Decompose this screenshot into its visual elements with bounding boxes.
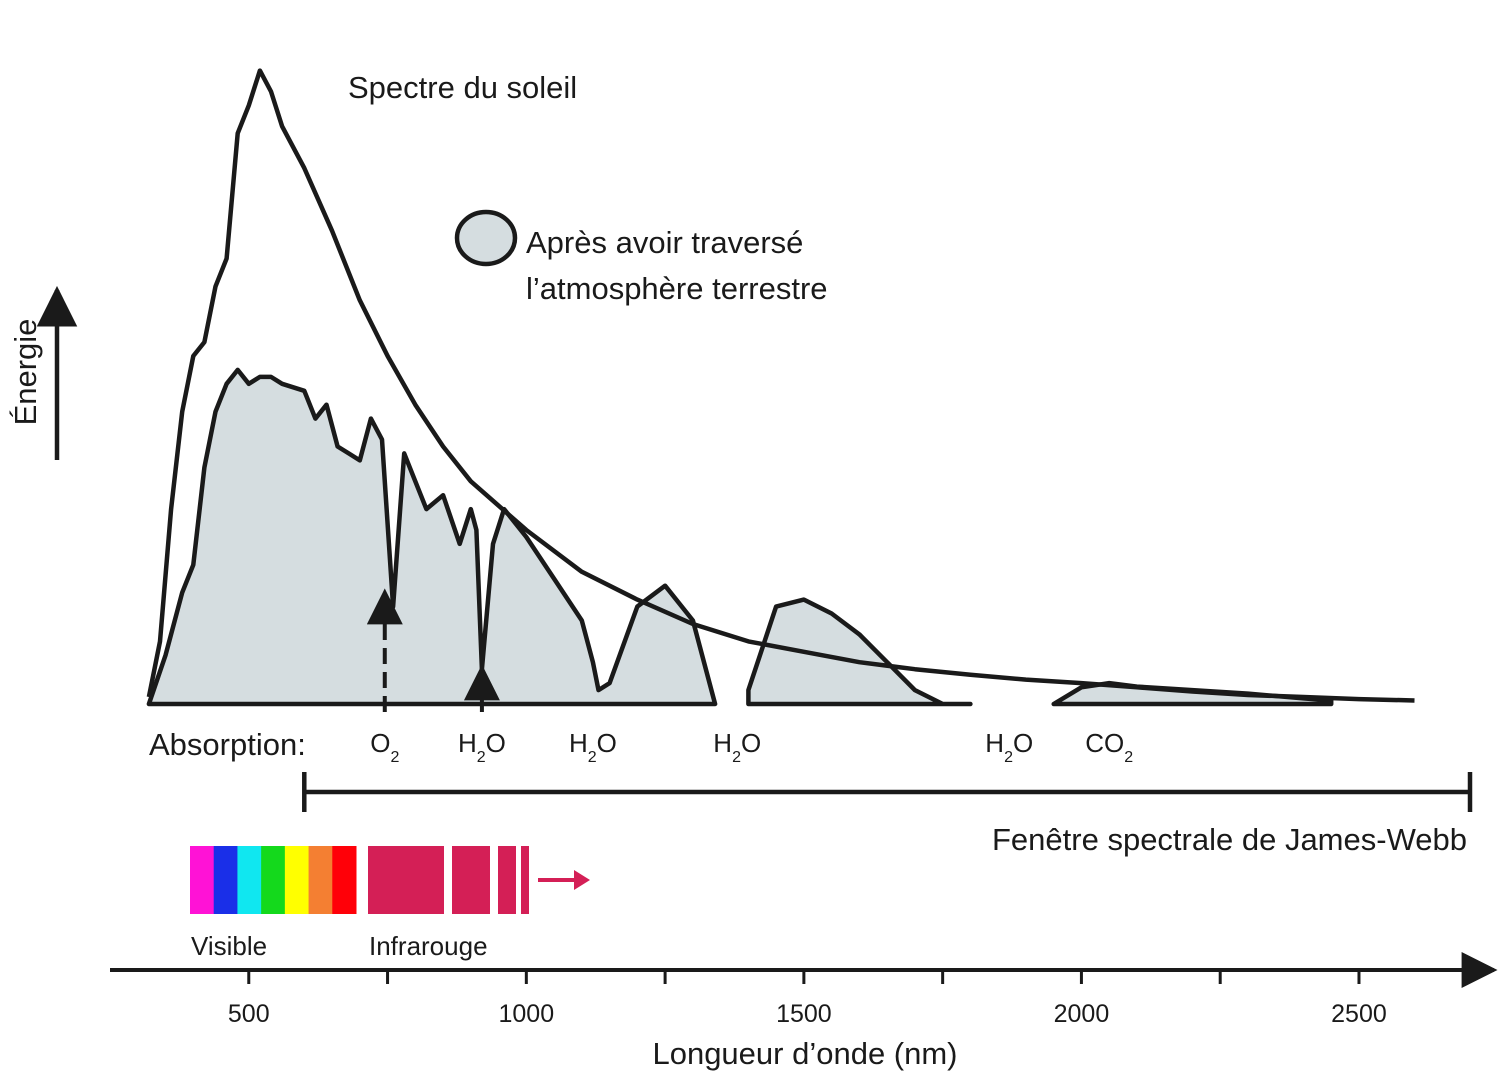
infrared-band-2 xyxy=(498,846,516,914)
svg-text:O2: O2 xyxy=(370,728,399,766)
absorber-0: O2 xyxy=(366,588,403,766)
x-tick-label-500: 500 xyxy=(228,1000,270,1028)
jwst-window-label: Fenêtre spectrale de James-Webb xyxy=(992,822,1467,857)
svg-text:H2O: H2O xyxy=(569,728,617,766)
x-tick-label-1000: 1000 xyxy=(499,1000,555,1028)
atmosphere-legend-label: Après avoir traversé l’atmosphère terrest… xyxy=(526,225,828,306)
sun-spectrum-label: Spectre du soleil xyxy=(348,70,577,105)
visible-band-6 xyxy=(332,846,357,914)
svg-text:CO2: CO2 xyxy=(1085,728,1133,766)
atmosphere-legend-swatch xyxy=(454,209,518,267)
visible-band-0 xyxy=(190,846,215,914)
svg-text:H2O: H2O xyxy=(985,728,1033,766)
svg-text:H2O: H2O xyxy=(713,728,761,766)
visible-band-4 xyxy=(284,846,310,914)
atmosphere-spectrum-area xyxy=(146,367,1334,707)
infrared-band-3 xyxy=(521,846,529,914)
x-tick-label-1500: 1500 xyxy=(776,1000,832,1028)
absorption-markers: O2 H2O H2O H2O H2O CO2 xyxy=(366,588,1133,766)
x-tick-label-2000: 2000 xyxy=(1054,1000,1110,1028)
infrared-band-0 xyxy=(368,846,444,914)
visible-band-label: Visible xyxy=(191,931,267,961)
visible-band-3 xyxy=(261,846,286,914)
visible-band-1 xyxy=(213,846,238,914)
y-axis-label: Énergie xyxy=(8,319,43,426)
absorber-3: H2O xyxy=(713,728,761,766)
absorber-1: H2O xyxy=(458,664,506,766)
absorber-4: H2O xyxy=(985,728,1033,766)
absorber-2: H2O xyxy=(569,728,617,766)
x-axis-ticks: 500 1000 1500 2000 2500 xyxy=(228,970,1387,1028)
jwst-window xyxy=(302,772,1473,812)
x-tick-label-2500: 2500 xyxy=(1331,1000,1387,1028)
spectrum-bands xyxy=(190,846,590,914)
visible-band-5 xyxy=(308,846,333,914)
visible-band-2 xyxy=(237,846,262,914)
infrared-band-label: Infrarouge xyxy=(369,931,488,961)
absorption-label: Absorption: xyxy=(149,727,306,762)
svg-text:H2O: H2O xyxy=(458,728,506,766)
infrared-band-1 xyxy=(452,846,490,914)
sun-spectrum-line xyxy=(146,68,1415,703)
x-axis-label: Longueur d’onde (nm) xyxy=(652,1036,957,1071)
absorber-5: CO2 xyxy=(1085,728,1133,766)
